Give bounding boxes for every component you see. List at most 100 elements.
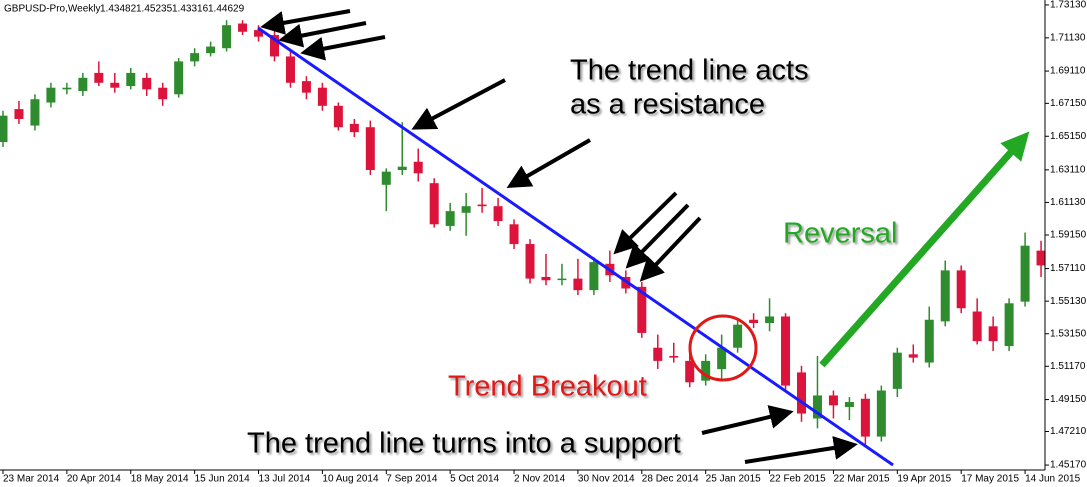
x-tick-label: 25 Jan 2015 [706,474,761,485]
candle-body [349,123,359,133]
annotation: Reversal [783,218,897,250]
candle-body [365,127,375,170]
y-tick-label: 1.53150 [1050,328,1087,339]
y-tick-label: 1.67150 [1050,98,1087,109]
candle-body [812,395,822,419]
candle-body [541,276,551,281]
candle-body [685,360,695,383]
x-tick-label: 7 Sep 2014 [386,474,438,485]
candle-body [0,115,8,143]
candle-body [301,81,311,93]
y-tick-label: 1.65150 [1050,131,1087,142]
candle-body [333,105,343,128]
y-tick-label: 1.45170 [1050,460,1087,471]
candle-body [285,56,295,83]
y-tick-label: 1.69110 [1050,66,1086,77]
candle-body [797,372,806,414]
candle-body [828,395,838,406]
candle-body [988,326,998,342]
candle-body [174,61,184,95]
y-tick-label: 1.51170 [1050,361,1086,372]
ohlc-value: 1.43316 [172,4,209,15]
candle-body [924,319,934,363]
arrows [260,9,858,464]
candle-body [142,77,152,90]
candle-body [158,87,168,100]
candle-body [206,46,216,54]
y-tick-label: 1.59150 [1050,230,1087,241]
x-tick-label: 2 Nov 2014 [514,474,566,485]
ohlc-value: 1.43482 [100,4,137,15]
candle-body [254,30,264,37]
x-tick-label: 13 Jul 2014 [259,474,311,485]
candle-body [701,360,711,381]
candle-body [892,352,902,389]
candle-body [765,316,775,324]
candle-body [956,270,966,309]
symbol: GBPUSD-Pro,Weekly [4,4,101,15]
candle-body [190,53,200,62]
candle-body [30,99,40,126]
candle-body [238,23,248,32]
candle-body [908,354,918,358]
candle-body [317,87,327,106]
trend-line [257,26,894,467]
candle-body [1004,303,1014,347]
breakout-circle [688,314,758,382]
candle-body [62,87,72,90]
annotation: The trend line acts [570,55,809,87]
candle-body [222,25,232,49]
candle-body [269,35,279,57]
x-tick-label: 18 May 2014 [131,474,189,485]
candle-body [637,286,647,333]
y-tick-label: 1.47210 [1050,426,1087,437]
y-tick-label: 1.71130 [1050,32,1086,43]
x-tick-label: 14 Jun 2015 [1025,474,1080,485]
candle-body [413,161,423,174]
y-tick-label: 1.63110 [1050,164,1086,175]
candle-body [461,206,471,213]
arrow [260,9,351,35]
x-tick-label: 30 Nov 2014 [578,474,635,485]
candle-body [653,347,663,361]
arrow [639,216,702,282]
candle-body [381,171,391,185]
annotation: The trend line turns into a support [247,428,681,460]
candle-body [78,77,88,92]
ohlc-value: 1.45235 [136,4,173,15]
candle-body [940,270,950,322]
candle-body [46,87,56,103]
candle-body [781,316,791,386]
x-tick-label: 23 Mar 2014 [3,474,60,485]
x-tick-label: 15 Jun 2014 [195,474,250,485]
candle-body [429,183,439,225]
arrow [506,138,591,188]
y-tick-label: 1.49150 [1050,394,1087,405]
arrow [411,78,506,130]
arrow [744,436,858,464]
x-tick-label: 19 Apr 2015 [897,474,951,485]
candle-body [733,324,743,348]
candle-body [397,166,407,170]
y-tick-label: 1.73130 [1050,0,1087,11]
x-tick-label: 22 Mar 2015 [833,474,890,485]
candle-body [717,347,727,370]
candle-body [110,82,120,88]
candle-body [477,204,487,207]
candle-body [557,278,567,281]
y-tick-label: 1.61130 [1050,197,1086,208]
candle-body [126,72,136,87]
x-tick-label: 28 Dec 2014 [642,474,699,485]
arrow [300,35,386,61]
arrow [613,191,678,255]
x-tick-label: 20 Apr 2014 [67,474,121,485]
candle-body [525,244,535,279]
candle-body [509,224,519,245]
candle-body [589,262,599,291]
candle-body [573,278,583,291]
ohlc-value: 1.44629 [208,4,245,15]
candle-body [669,355,679,358]
candle-body [493,206,503,222]
x-tick-label: 22 Feb 2015 [770,474,827,485]
